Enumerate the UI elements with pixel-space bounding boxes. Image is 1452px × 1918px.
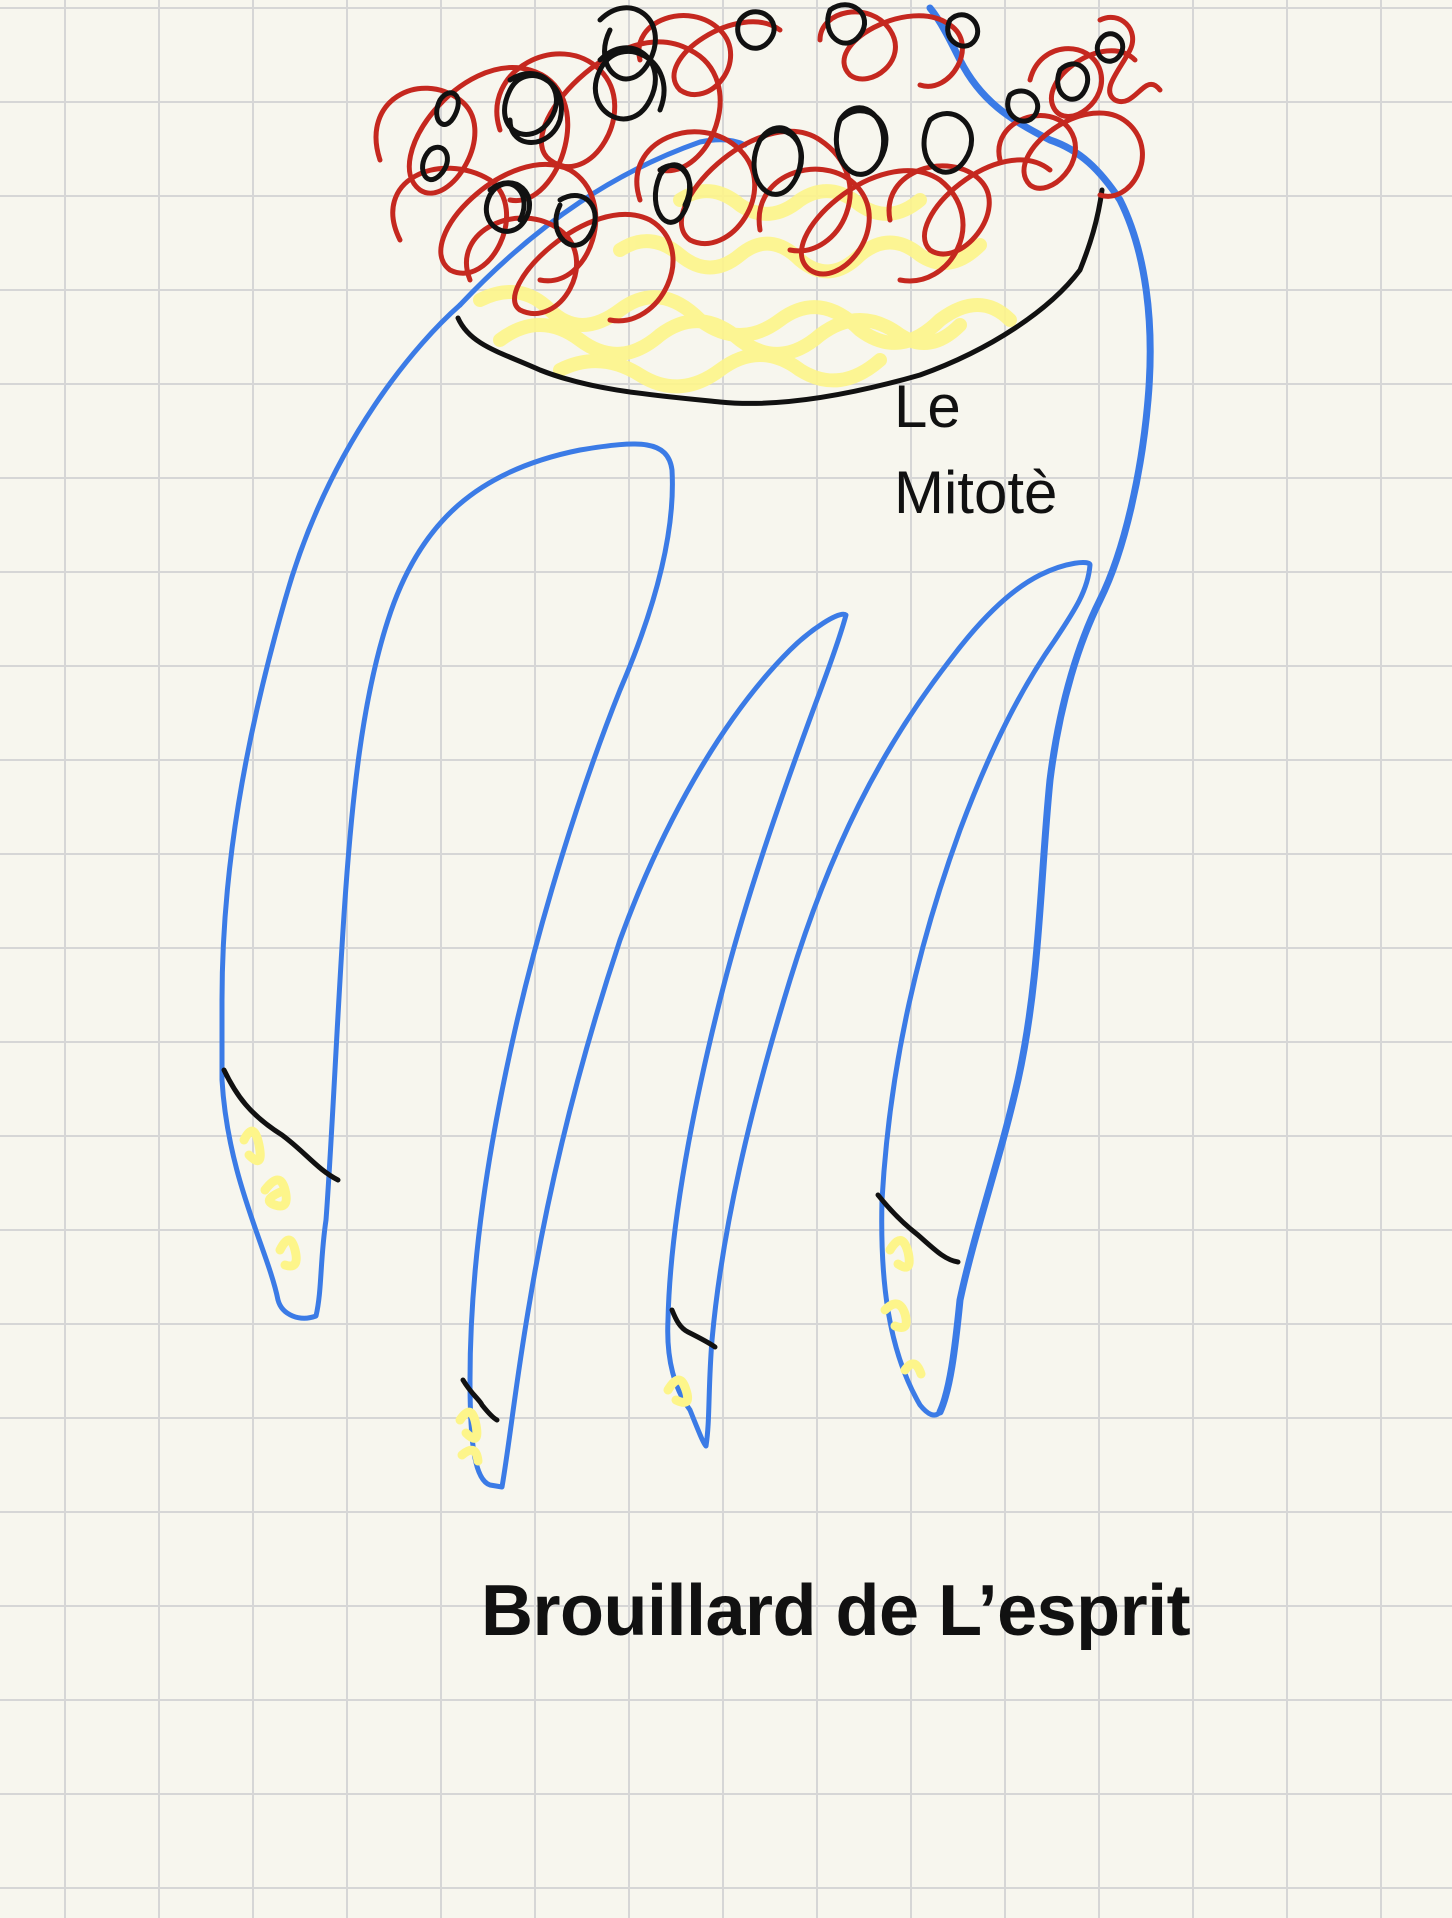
caption-title: Brouillard de L’esprit (481, 1571, 1191, 1651)
hand-outline (219, 4, 1154, 1490)
ink-lines (221, 187, 1105, 1423)
mitote-label: Le Mitotè (894, 373, 1058, 526)
black-curls (420, 2, 1125, 248)
yellow-nail-tips (239, 1126, 926, 1466)
